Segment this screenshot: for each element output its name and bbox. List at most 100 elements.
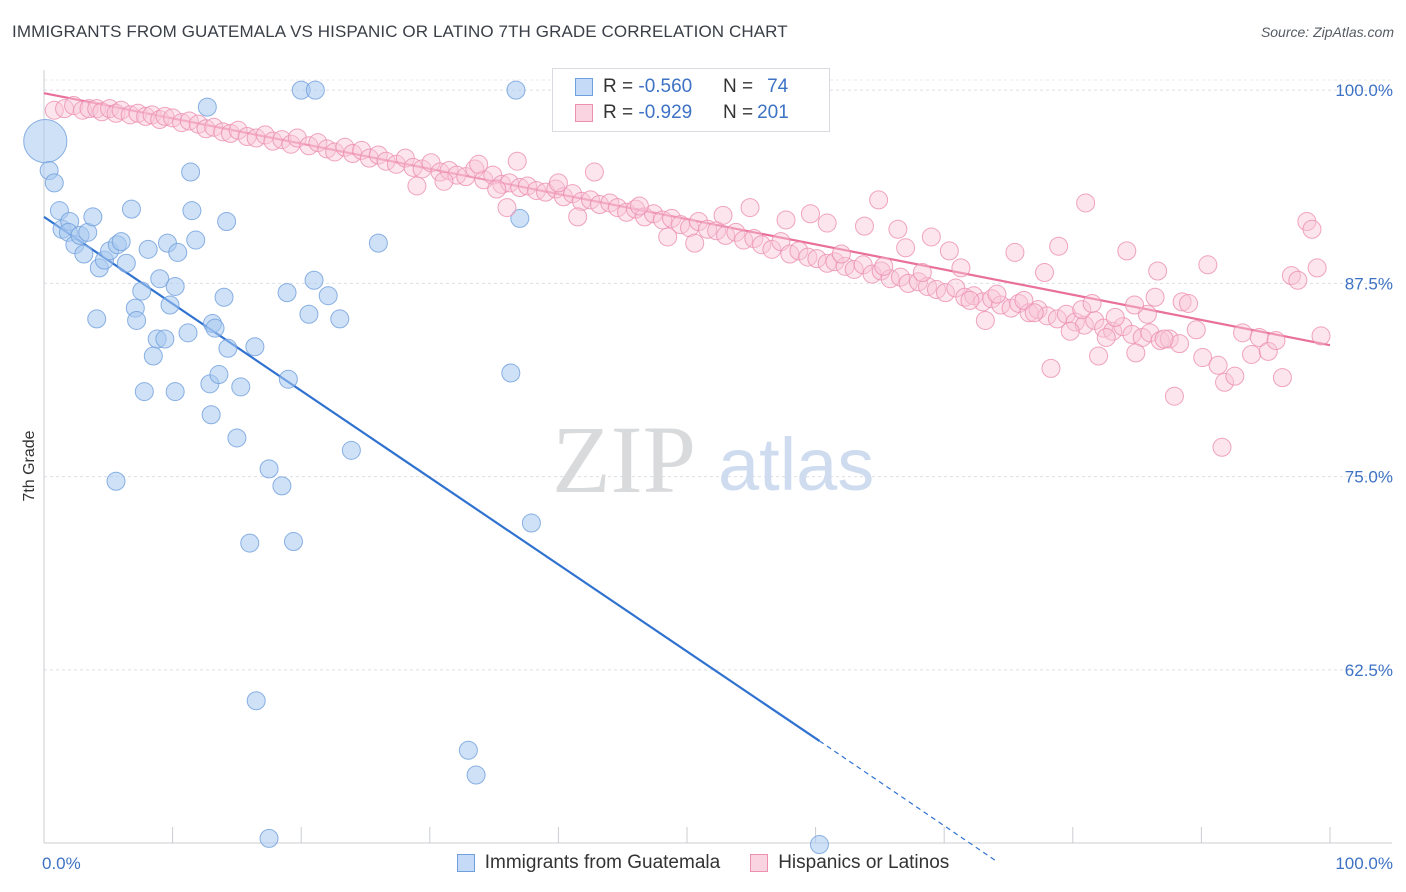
point-hispanic [1159, 329, 1179, 349]
legend-swatch-guatemala [575, 78, 593, 96]
legend-item-guatemala[interactable]: Immigrants from Guatemala [456, 852, 720, 874]
point-hispanic [685, 233, 705, 253]
point-guatemala [318, 286, 338, 306]
point-guatemala [181, 162, 201, 182]
point-guatemala [809, 835, 829, 855]
x-tick-label: 100.0% [1335, 854, 1393, 873]
point-guatemala [304, 270, 324, 290]
watermark-atlas: atlas [718, 423, 874, 506]
point-guatemala [240, 533, 260, 553]
point-guatemala [506, 80, 526, 100]
point-hispanic [890, 267, 910, 287]
point-guatemala [23, 119, 68, 164]
point-hispanic [155, 106, 175, 126]
point-hispanic [975, 310, 995, 330]
point-hispanic [817, 253, 837, 273]
point-guatemala [259, 459, 279, 479]
point-hispanic [1140, 323, 1160, 343]
point-guatemala [168, 242, 188, 262]
legend-swatch-hispanic [575, 104, 593, 122]
legend-row-guatemala: R = -0.560 N = 74 [575, 74, 788, 100]
point-hispanic [204, 117, 224, 137]
point-hispanic [407, 176, 427, 196]
point-guatemala [209, 365, 229, 385]
point-hispanic [807, 249, 827, 269]
point-hispanic [469, 154, 489, 174]
point-hispanic [1215, 372, 1235, 392]
point-hispanic [272, 130, 292, 150]
point-hispanic [1089, 346, 1109, 366]
point-hispanic [1074, 315, 1094, 335]
legend-r-value: -0.929 [638, 102, 693, 123]
point-guatemala [283, 532, 303, 552]
point-guatemala [134, 382, 154, 402]
point-hispanic [518, 176, 538, 196]
point-guatemala [341, 440, 361, 460]
point-guatemala [299, 304, 319, 324]
chart-title: IMMIGRANTS FROM GUATEMALA VS HISPANIC OR… [12, 22, 788, 41]
point-hispanic [734, 230, 754, 250]
trend-line-guatemala [43, 215, 821, 742]
tick-labels: 62.5% 75.0% 87.5% 100.0% 0.0% 100.0% [42, 81, 1393, 873]
point-guatemala [330, 309, 350, 329]
y-tick-label: 75.0% [1345, 468, 1393, 487]
point-guatemala [278, 369, 298, 389]
point-guatemala [132, 281, 152, 301]
point-hispanic [939, 241, 959, 261]
legend-item-hispanic[interactable]: Hispanics or Latinos [750, 852, 949, 874]
point-hispanic [487, 179, 507, 199]
point-guatemala [205, 318, 225, 338]
point-hispanic [776, 210, 796, 230]
point-hispanic [1105, 307, 1125, 327]
point-hispanic [536, 182, 556, 202]
point-hispanic [1179, 293, 1199, 313]
point-guatemala [106, 471, 126, 491]
point-guatemala [165, 276, 185, 296]
point-hispanic [1117, 241, 1137, 261]
point-hispanic [73, 100, 93, 120]
stats-legend: R = -0.560 N = 74 R = -0.929 N = 201 [552, 68, 830, 132]
point-guatemala [217, 212, 237, 232]
point-hispanic [106, 103, 126, 123]
point-hispanic [1125, 295, 1145, 315]
point-hispanic [1047, 309, 1067, 329]
point-guatemala [277, 283, 297, 303]
point-guatemala [186, 230, 206, 250]
point-guatemala [178, 323, 198, 343]
point-guatemala [197, 97, 217, 117]
point-hispanic [825, 252, 845, 272]
point-hispanic [120, 105, 140, 125]
point-hispanic [1049, 236, 1069, 256]
legend-n-value: 201 [757, 102, 789, 123]
point-hispanic [1005, 242, 1025, 262]
point-guatemala [218, 338, 238, 358]
point-hispanic [568, 207, 588, 227]
point-hispanic [1164, 386, 1184, 406]
point-guatemala [127, 310, 147, 330]
point-hispanic [1154, 329, 1174, 349]
point-hispanic [1208, 355, 1228, 375]
point-hispanic [1198, 255, 1218, 275]
point-guatemala [150, 269, 170, 289]
point-guatemala [521, 513, 541, 533]
point-hispanic [510, 177, 530, 197]
point-guatemala [116, 253, 136, 273]
legend-r-value: -0.560 [638, 76, 693, 97]
chart-source: Source: ZipAtlas.com [1260, 24, 1394, 40]
point-guatemala [227, 428, 247, 448]
point-hispanic [590, 195, 610, 215]
point-hispanic [880, 269, 900, 289]
point-hispanic [744, 229, 764, 249]
point-hispanic [1186, 320, 1206, 340]
series-legend: Immigrants from Guatemala Hispanics or L… [0, 852, 1406, 874]
point-hispanic [1014, 290, 1034, 310]
point-guatemala [368, 233, 388, 253]
point-hispanic [831, 244, 851, 264]
point-hispanic [726, 222, 746, 242]
x-tick-label: 0.0% [42, 854, 81, 873]
data-points [23, 80, 1331, 855]
point-guatemala [510, 208, 530, 228]
point-guatemala [182, 201, 202, 221]
point-hispanic [1172, 292, 1192, 312]
point-hispanic [1212, 437, 1232, 457]
